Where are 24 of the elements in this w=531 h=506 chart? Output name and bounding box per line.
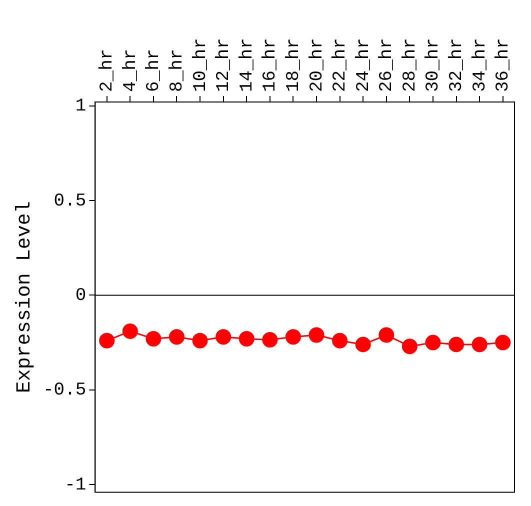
x-tick-label: 34_hr <box>470 38 490 92</box>
x-tick-label: 18_hr <box>284 38 304 92</box>
x-tick-label: 26_hr <box>377 38 398 92</box>
x-tick-label: 22_hr <box>330 38 351 92</box>
x-tick-label: 32_hr <box>447 38 468 92</box>
x-tick-label: 20_hr <box>307 38 328 92</box>
x-tick-label: 36_hr <box>494 38 514 92</box>
y-tick-label: 1 <box>75 96 86 117</box>
y-tick-label: 0.5 <box>54 191 86 212</box>
x-tick-label: 24_hr <box>354 38 374 92</box>
x-tick-label: 2_hr <box>98 48 118 92</box>
x-tick-label: 6_hr <box>144 48 164 92</box>
x-tick-label: 14_hr <box>237 38 258 92</box>
x-tick-label: 16_hr <box>260 38 281 92</box>
y-axis-title: Expression Level <box>13 201 36 394</box>
y-tick-label: -1 <box>64 475 86 496</box>
x-tick-label: 12_hr <box>214 38 234 92</box>
y-tick-label: -0.5 <box>42 380 86 401</box>
x-tick-label: 8_hr <box>168 48 188 92</box>
x-tick-label: 10_hr <box>190 38 211 92</box>
y-tick-label: 0 <box>75 286 86 306</box>
x-tick-label: 4_hr <box>120 48 141 92</box>
x-tick-label: 30_hr <box>424 38 444 92</box>
x-tick-label: 28_hr <box>400 38 420 92</box>
